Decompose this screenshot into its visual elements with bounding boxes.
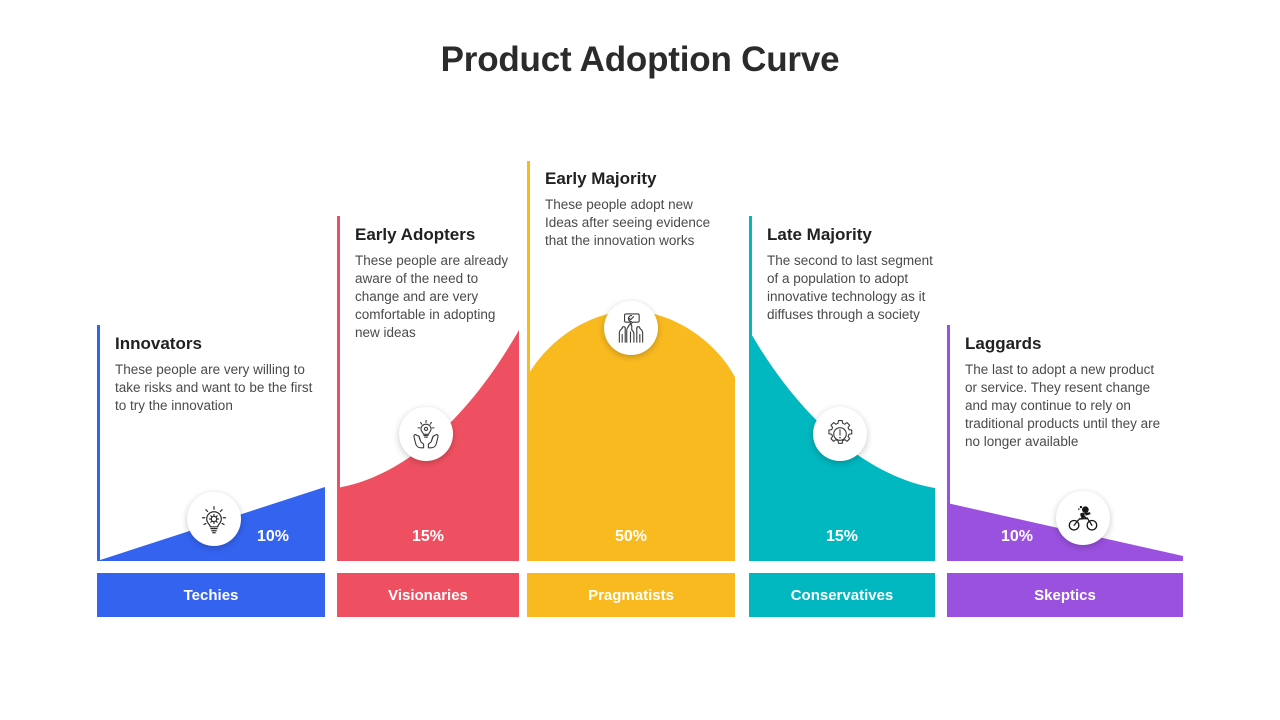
segment-early-majority[interactable]: Early Majority These people adopt new Id… <box>527 161 735 621</box>
segment-heading: Laggards <box>965 334 1042 353</box>
segment-text-innovators: Innovators These people are very willing… <box>115 334 315 415</box>
segment-early-adopters[interactable]: Early Adopters These people are already … <box>337 216 519 621</box>
gear-exclamation-icon <box>813 407 867 461</box>
segment-footer-label: Techies <box>183 586 239 604</box>
segment-text-early-majority: Early Majority These people adopt new Id… <box>545 169 729 250</box>
accent-bar-early-adopters <box>337 216 340 561</box>
segment-footer-label: Skeptics <box>1034 586 1096 604</box>
segment-footer-laggards[interactable]: Skeptics <box>947 573 1183 617</box>
segment-body: The second to last segment of a populati… <box>767 253 933 322</box>
segment-laggards[interactable]: Laggards The last to adopt a new product… <box>947 325 1183 622</box>
segment-footer-label: Visionaries <box>388 586 468 604</box>
segment-heading: Innovators <box>115 334 202 353</box>
segment-percent-laggards: 10% <box>1000 528 1034 545</box>
segment-text-laggards: Laggards The last to adopt a new product… <box>965 334 1161 451</box>
cyclist-icon <box>1056 491 1110 545</box>
accent-bar-laggards <box>947 325 950 561</box>
hands-holding-lightbulb-icon <box>399 407 453 461</box>
segment-footer-label: Conservatives <box>790 586 894 604</box>
segment-body: The last to adopt a new product or servi… <box>965 362 1161 449</box>
segment-body: These people are very willing to take ri… <box>115 362 313 413</box>
segment-area-early-majority <box>527 161 735 561</box>
segment-footer-label: Pragmatists <box>588 586 674 604</box>
segment-heading: Early Adopters <box>355 225 476 244</box>
segment-heading: Late Majority <box>767 225 872 244</box>
segment-percent-innovators: 10% <box>256 528 290 545</box>
accent-bar-early-majority <box>527 161 530 561</box>
segment-text-late-majority: Late Majority The second to last segment… <box>767 225 939 324</box>
segment-footer-early-majority[interactable]: Pragmatists <box>527 573 735 617</box>
lightbulb-gear-icon <box>187 492 241 546</box>
segment-footer-innovators[interactable]: Techies <box>97 573 325 617</box>
segment-innovators[interactable]: Innovators These people are very willing… <box>97 325 325 622</box>
segment-footer-late-majority[interactable]: Conservatives <box>749 573 935 617</box>
segment-footer-early-adopters[interactable]: Visionaries <box>337 573 519 617</box>
segment-late-majority[interactable]: Late Majority The second to last segment… <box>749 216 935 621</box>
segment-percent-early-majority: 50% <box>614 528 648 545</box>
segment-body: These people adopt new Ideas after seein… <box>545 197 711 248</box>
accent-bar-innovators <box>97 325 100 561</box>
segment-body: These people are already aware of the ne… <box>355 253 509 340</box>
segment-text-early-adopters: Early Adopters These people are already … <box>355 225 511 342</box>
segment-percent-late-majority: 15% <box>825 528 859 545</box>
segment-heading: Early Majority <box>545 169 657 188</box>
segment-percent-early-adopters: 15% <box>411 528 445 545</box>
accent-bar-late-majority <box>749 216 752 561</box>
crowd-approval-icon <box>604 301 658 355</box>
page-title: Product Adoption Curve <box>440 40 840 79</box>
